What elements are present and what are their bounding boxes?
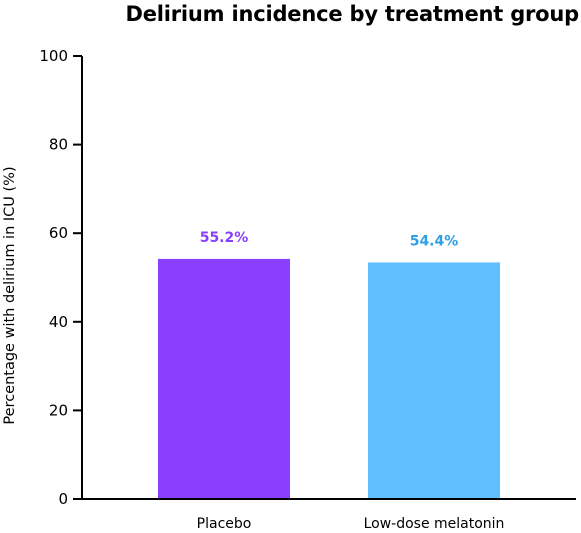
y-tick-label: 40 <box>49 313 68 331</box>
data-label: 55.2% <box>200 230 249 246</box>
bar-low-dose-melatonin <box>368 262 500 499</box>
y-axis-label: Percentage with delirium in ICU (%) <box>2 166 18 424</box>
bar-placebo <box>158 258 290 499</box>
data-labels: 55.2% 54.4% <box>200 230 459 250</box>
x-category-label: Low-dose melatonin <box>364 516 505 532</box>
y-tick-label: 80 <box>49 136 68 154</box>
y-axis-ticks: 0 20 40 60 80 100 <box>39 47 82 508</box>
x-category-label: Placebo <box>197 516 252 532</box>
data-label: 54.4% <box>410 233 459 249</box>
chart-title: Delirium incidence by treatment group <box>125 2 580 26</box>
y-tick-label: 0 <box>58 490 68 508</box>
y-tick-label: 100 <box>39 47 68 65</box>
y-tick-label: 20 <box>49 401 68 419</box>
y-tick-label: 60 <box>49 224 68 242</box>
x-axis-category-labels: Placebo Low-dose melatonin <box>197 516 505 532</box>
bars <box>158 258 500 499</box>
y-axis-label-group: Percentage with delirium in ICU (%) <box>2 166 18 424</box>
